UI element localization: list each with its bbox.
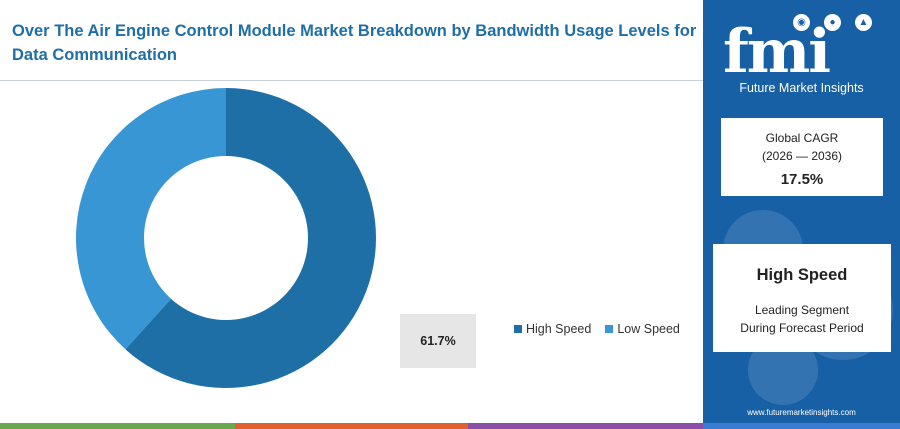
cagr-value: 17.5% xyxy=(780,171,824,188)
segment-sub-line1: Leading Segment xyxy=(754,303,850,317)
legend-label-high-speed: High Speed xyxy=(526,322,592,336)
legend-swatch-high-speed xyxy=(514,325,522,333)
legend-item-high-speed: High Speed xyxy=(514,322,591,336)
logo-subtitle: Future Market Insights xyxy=(739,81,864,95)
legend-label-low-speed: Low Speed xyxy=(617,322,680,336)
bottom-bar-segment xyxy=(468,423,703,429)
logo-icon-row: ◉ ● ▲ xyxy=(793,14,872,31)
leading-segment-card: High Speed Leading Segment During Foreca… xyxy=(713,244,891,352)
chart-legend: High Speed Low Speed xyxy=(514,322,680,336)
bottom-bar-segment xyxy=(235,423,468,429)
data-label-text: 61.7% xyxy=(420,334,456,348)
bottom-color-bar xyxy=(0,423,900,429)
fmi-logo: ◉ ● ▲ fmi Future Market Insights xyxy=(703,0,900,110)
bottom-bar-segment xyxy=(703,423,900,429)
cagr-label-line2: (2026 — 2036) xyxy=(761,149,843,163)
bottom-bar-segment xyxy=(0,423,235,429)
brand-sidebar: ◉ ● ▲ fmi Future Market Insights Global … xyxy=(703,0,900,423)
legend-swatch-low-speed xyxy=(605,325,614,333)
globe-icon: ◉ xyxy=(793,14,810,31)
chart-title: Over The Air Engine Control Module Marke… xyxy=(12,22,697,64)
cagr-label-line1: Global CAGR xyxy=(765,131,839,145)
logo-wordmark: fmi xyxy=(723,17,831,87)
person-icon: ● xyxy=(824,14,841,31)
data-label-high-speed: 61.7% xyxy=(400,314,476,368)
chart-area: 61.7% High Speed Low Speed xyxy=(0,81,704,423)
segment-sub-line2: During Forecast Period xyxy=(740,321,864,335)
donut-slice-low-speed xyxy=(75,87,226,350)
leading-segment-subtitle: Leading Segment During Forecast Period xyxy=(713,301,891,337)
website-url: www.futuremarketinsights.com xyxy=(747,408,856,417)
leading-segment-title: High Speed xyxy=(756,266,848,284)
title-divider xyxy=(0,80,703,81)
donut-chart xyxy=(75,87,376,388)
cagr-card: Global CAGR (2026 — 2036) 17.5% xyxy=(721,118,883,196)
chart-panel: Over The Air Engine Control Module Marke… xyxy=(0,22,704,423)
donut-slice-high-speed xyxy=(125,88,376,388)
cagr-label: Global CAGR (2026 — 2036) xyxy=(721,129,883,165)
chart-icon: ▲ xyxy=(855,14,872,31)
legend-item-low-speed: Low Speed xyxy=(605,322,680,336)
